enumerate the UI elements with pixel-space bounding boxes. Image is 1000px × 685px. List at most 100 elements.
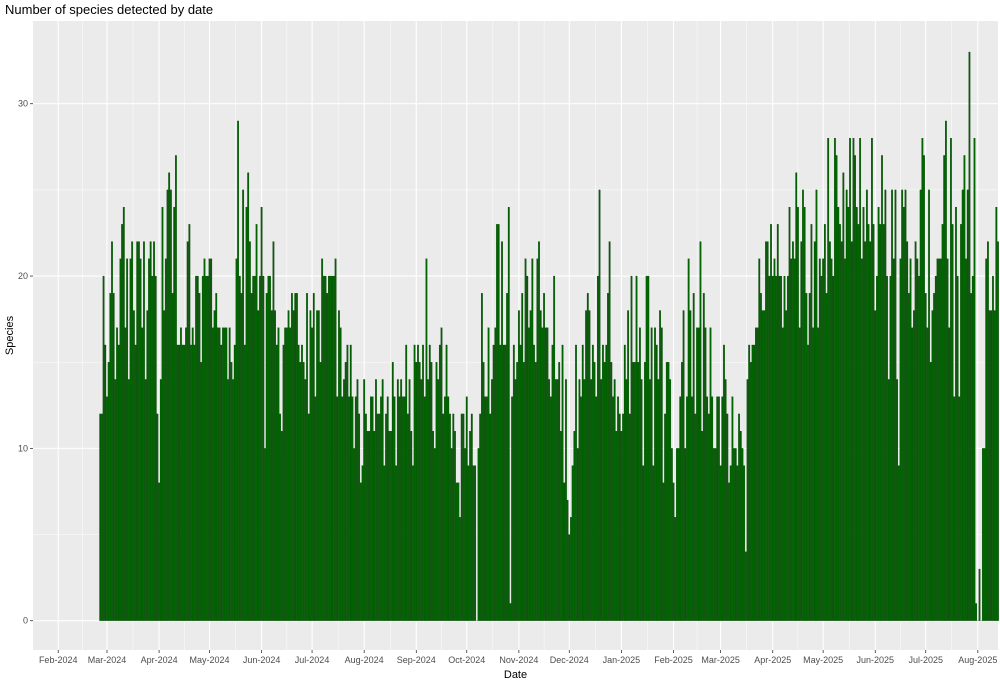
bar — [911, 327, 914, 621]
bar — [677, 448, 680, 621]
bar — [724, 379, 727, 621]
bar — [647, 275, 650, 621]
bar — [686, 396, 688, 621]
bar — [373, 431, 376, 621]
bar — [872, 224, 875, 621]
bar — [242, 189, 245, 621]
bar — [166, 189, 169, 621]
bar — [449, 413, 451, 621]
x-axis-title: Date — [504, 669, 527, 681]
bar — [289, 327, 292, 621]
bar — [955, 206, 957, 621]
bar — [596, 275, 599, 621]
bar — [348, 396, 350, 621]
bar — [217, 327, 219, 621]
bar — [889, 275, 892, 621]
bar — [729, 465, 732, 621]
bar — [371, 396, 374, 621]
bar — [743, 465, 746, 621]
bar — [378, 413, 381, 621]
bar — [317, 310, 320, 621]
bar — [132, 310, 135, 621]
y-tick-label: 10 — [18, 443, 28, 453]
bar — [681, 362, 683, 621]
bar — [156, 413, 159, 621]
bar — [433, 448, 436, 621]
bar — [783, 275, 786, 621]
bar — [600, 379, 603, 621]
bar — [504, 344, 507, 621]
bar — [701, 431, 703, 621]
bar — [363, 379, 366, 621]
bar — [178, 344, 181, 621]
bar — [469, 431, 471, 621]
x-tick-label: Mar-2025 — [701, 655, 740, 665]
bar — [679, 396, 682, 621]
bar — [272, 241, 275, 621]
bar — [257, 310, 260, 621]
bar — [993, 310, 996, 621]
bar — [844, 258, 846, 621]
bar — [941, 224, 944, 621]
bar — [291, 293, 293, 621]
bar — [144, 379, 147, 621]
bar — [904, 189, 907, 621]
bar — [627, 310, 630, 621]
bar — [274, 310, 276, 621]
bar — [926, 327, 929, 621]
bar — [430, 362, 433, 621]
bar — [623, 344, 626, 621]
bar — [543, 293, 545, 621]
bar — [847, 206, 850, 621]
bar — [533, 344, 535, 621]
bar — [924, 293, 927, 621]
bar — [206, 275, 209, 621]
bar — [731, 396, 734, 621]
bar — [477, 448, 480, 621]
bar — [312, 293, 315, 621]
bar — [287, 310, 290, 621]
bar — [788, 206, 791, 621]
bar — [830, 258, 833, 621]
bar — [479, 413, 482, 621]
bar — [749, 362, 752, 621]
bar — [343, 379, 345, 621]
bar — [807, 344, 809, 621]
bar — [129, 258, 132, 621]
bar — [936, 258, 939, 621]
bar — [877, 206, 880, 621]
bar — [773, 258, 776, 621]
bar — [785, 310, 788, 621]
bar — [259, 275, 261, 621]
bar — [502, 344, 505, 621]
bar — [810, 224, 813, 621]
bar — [669, 379, 672, 621]
bar — [464, 448, 466, 621]
x-tick-label: Mar-2024 — [88, 655, 127, 665]
bar — [158, 482, 160, 621]
bar — [997, 241, 999, 621]
bar — [284, 327, 287, 621]
bar — [316, 310, 318, 621]
bar — [566, 499, 569, 621]
bar — [331, 275, 334, 621]
bar — [968, 51, 971, 621]
bar — [561, 344, 564, 621]
bar — [763, 310, 766, 621]
bar — [928, 189, 930, 621]
bar — [248, 241, 251, 621]
bar — [867, 224, 870, 621]
bar — [333, 275, 335, 621]
bar — [874, 310, 877, 621]
bar — [813, 241, 816, 621]
bar — [786, 275, 789, 621]
bar — [897, 465, 900, 621]
bar — [267, 275, 270, 621]
bar — [896, 379, 899, 621]
bar — [358, 413, 361, 621]
bar — [222, 327, 224, 621]
bar — [544, 327, 547, 621]
bar — [423, 396, 426, 621]
bar — [328, 275, 330, 621]
bar — [425, 258, 428, 621]
